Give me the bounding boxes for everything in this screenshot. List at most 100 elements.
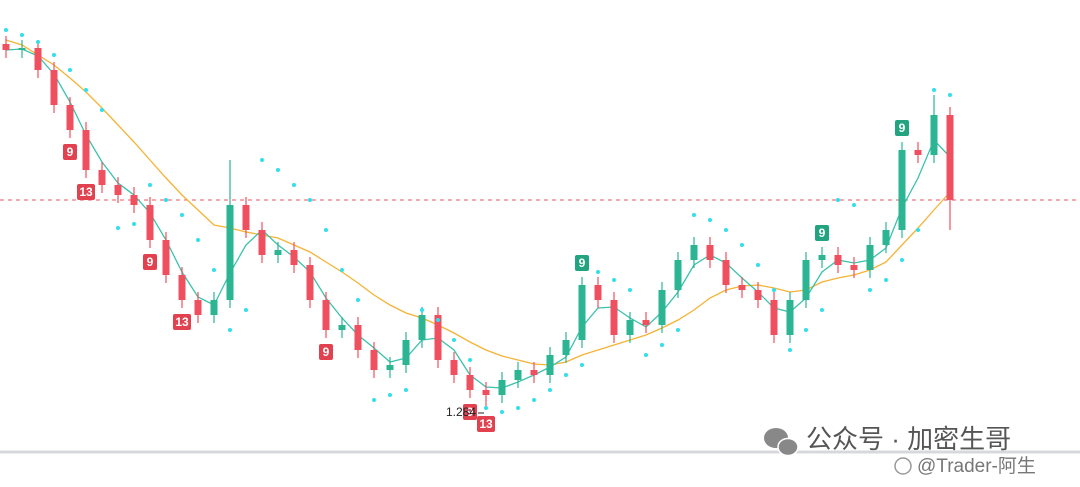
sar-dot	[644, 353, 648, 357]
candle-body	[914, 150, 922, 155]
td-label: 13	[477, 416, 495, 432]
sar-dot	[404, 388, 408, 392]
candle-body	[482, 390, 490, 395]
sar-dot	[68, 68, 72, 72]
candle-body	[450, 360, 458, 375]
candle-body	[2, 44, 10, 50]
candle-body	[834, 255, 842, 265]
sar-dot	[932, 88, 936, 92]
td-label-text: 13	[479, 417, 493, 431]
sar-dot	[852, 203, 856, 207]
candle-body	[130, 195, 138, 205]
candle-body	[546, 355, 554, 375]
candle-body	[802, 260, 810, 300]
sar-dot	[340, 268, 344, 272]
sar-dot	[916, 228, 920, 232]
sar-dot	[292, 183, 296, 187]
sar-dot	[756, 263, 760, 267]
td-label-box	[173, 314, 191, 330]
sar-dot	[52, 53, 56, 57]
candle-body	[370, 350, 378, 370]
candle-body	[82, 130, 90, 170]
candle-body	[738, 285, 746, 290]
candle-body	[418, 315, 426, 340]
sar-dot	[196, 238, 200, 242]
candle-body	[866, 245, 874, 270]
sar-dot	[724, 228, 728, 232]
sar-dot	[180, 213, 184, 217]
td-label-box	[143, 254, 157, 270]
sar-dot	[868, 288, 872, 292]
sar-dot	[772, 288, 776, 292]
sar-dot	[100, 108, 104, 112]
sar-dot	[276, 168, 280, 172]
sar-dot	[660, 343, 664, 347]
candle-body	[770, 300, 778, 335]
td-label-box	[477, 416, 495, 432]
candle-body	[674, 260, 682, 290]
td-label: 9	[815, 225, 829, 241]
candle-body	[66, 105, 74, 130]
candle-body	[114, 185, 122, 195]
moving-average	[5, 39, 951, 366]
td-label-text: 13	[79, 185, 93, 199]
candle-body	[498, 380, 506, 395]
sar-dot	[212, 268, 216, 272]
td-label-text: 13	[175, 315, 189, 329]
candle-body	[690, 245, 698, 260]
sar-dot	[308, 198, 312, 202]
sar-dot	[484, 406, 488, 410]
sar-dot	[356, 298, 360, 302]
sar-dot	[532, 398, 536, 402]
sar-dot	[820, 308, 824, 312]
sar-dot	[436, 318, 440, 322]
sar-dot	[740, 243, 744, 247]
candle-body	[786, 300, 794, 335]
td-label-text: 9	[147, 255, 154, 269]
candle-body	[242, 205, 250, 230]
candle-body	[642, 320, 650, 325]
td-label-text: 9	[579, 256, 586, 270]
sar-dot	[4, 28, 8, 32]
td-label: 9	[895, 120, 909, 136]
sar-dot	[612, 278, 616, 282]
candle-body	[898, 150, 906, 230]
sar-dot	[468, 358, 472, 362]
candle-body	[754, 290, 762, 300]
candle-body	[402, 340, 410, 365]
candle-body	[162, 240, 170, 275]
sar-dot	[692, 213, 696, 217]
candle-body	[50, 70, 58, 105]
candle-body	[226, 205, 234, 300]
candle-body	[466, 375, 474, 390]
candle-body	[338, 325, 346, 330]
candle-body	[706, 245, 714, 260]
sar-dot	[580, 363, 584, 367]
td-label: 9	[463, 404, 477, 420]
candle-body	[434, 315, 442, 360]
td-label-box	[575, 255, 589, 271]
sar-dot	[372, 398, 376, 402]
candle-body	[258, 230, 266, 255]
sar-dot	[20, 33, 24, 37]
candle-body	[178, 275, 186, 300]
sar-dot	[596, 270, 600, 274]
sar-dot	[516, 406, 520, 410]
sar-dot	[420, 308, 424, 312]
sar-dot	[228, 328, 232, 332]
sar-dot	[116, 226, 120, 230]
td-label-box	[63, 144, 77, 160]
candle-body	[274, 250, 282, 255]
candle-body	[18, 48, 26, 50]
wechat-icon	[764, 428, 799, 457]
candle-body	[818, 255, 826, 260]
sar-dot	[148, 183, 152, 187]
sar-dot	[804, 328, 808, 332]
sar-dot	[884, 278, 888, 282]
sar-dot	[788, 348, 792, 352]
sar-dot	[948, 93, 952, 97]
candle-body	[98, 170, 106, 185]
candle-body	[882, 230, 890, 245]
